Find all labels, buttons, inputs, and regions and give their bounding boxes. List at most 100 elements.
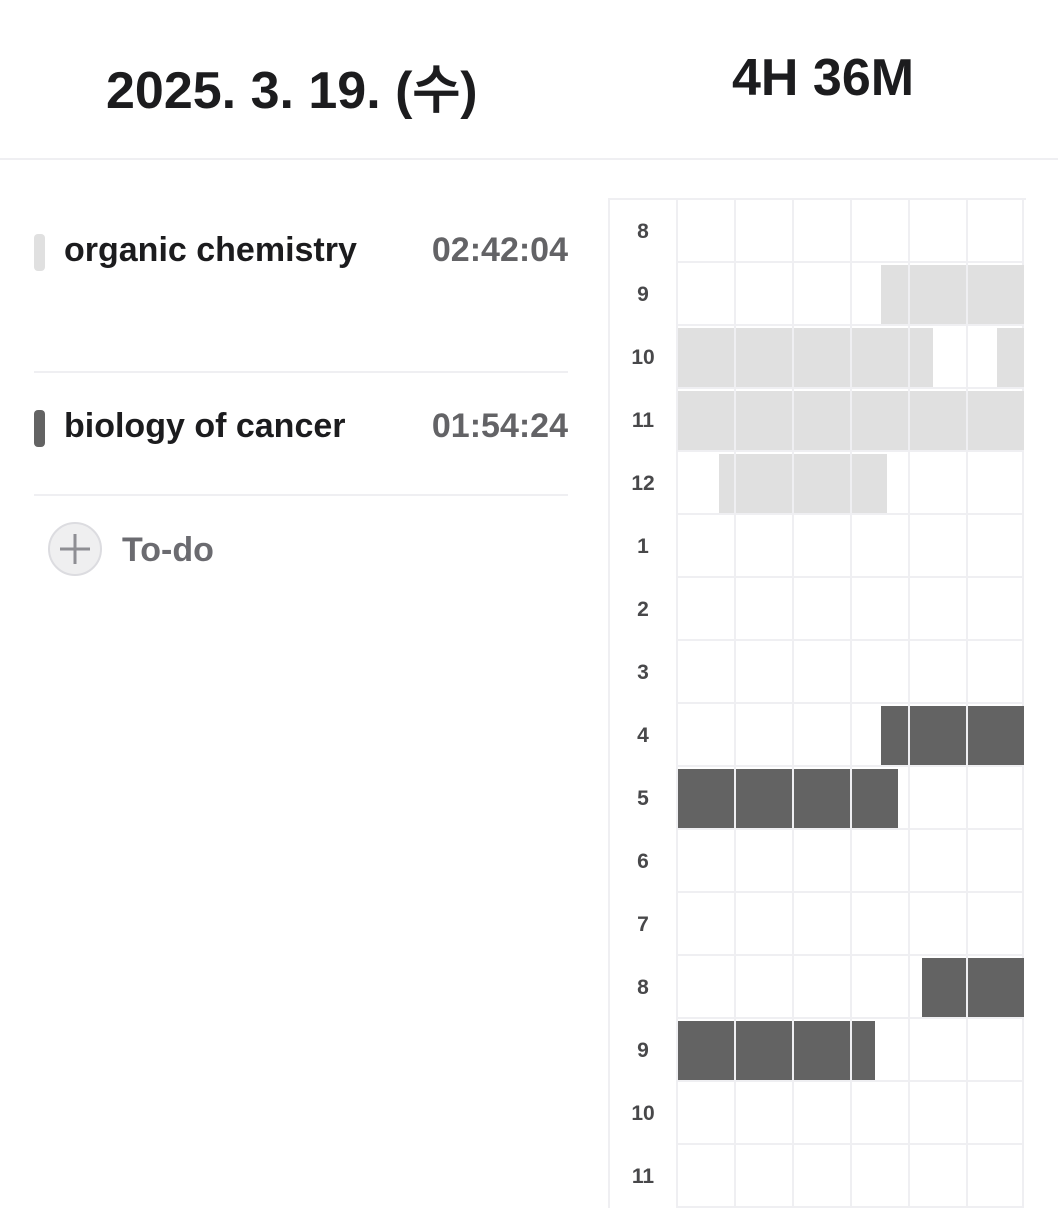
time-cell[interactable] [908,578,966,641]
time-cell[interactable] [850,200,908,263]
time-cell[interactable] [850,893,908,956]
time-cell[interactable] [908,515,966,578]
time-cell[interactable] [908,641,966,704]
time-cell[interactable] [734,389,792,452]
time-cell[interactable] [734,1145,792,1208]
timetable-grid[interactable]: 8 9 10 11 12 1 2 3 4 5 6 7 8 9 10 11 [608,198,1026,1208]
time-cell[interactable] [676,704,734,767]
time-cell[interactable] [908,1019,966,1082]
time-cell[interactable] [966,1145,1024,1208]
time-cell[interactable] [792,515,850,578]
time-cell[interactable] [908,1082,966,1145]
time-cell[interactable] [908,1145,966,1208]
time-cell[interactable] [966,1019,1024,1082]
time-cell[interactable] [850,704,908,767]
time-cell[interactable] [676,200,734,263]
time-cell[interactable] [792,326,850,389]
time-cell[interactable] [850,1145,908,1208]
time-cell[interactable] [676,1145,734,1208]
time-cell[interactable] [734,200,792,263]
time-cell[interactable] [676,515,734,578]
time-cell[interactable] [734,452,792,515]
time-cell[interactable] [676,1082,734,1145]
time-cell[interactable] [676,326,734,389]
time-cell[interactable] [850,515,908,578]
time-cell[interactable] [966,893,1024,956]
time-cell[interactable] [676,452,734,515]
time-cell[interactable] [676,578,734,641]
time-cell[interactable] [966,578,1024,641]
time-cell[interactable] [734,1082,792,1145]
time-cell[interactable] [792,704,850,767]
time-cell[interactable] [792,830,850,893]
time-cell[interactable] [966,200,1024,263]
add-todo-label[interactable]: To-do [122,531,214,569]
date-title[interactable]: 2025. 3. 19. (수) [106,62,478,120]
time-cell[interactable] [966,452,1024,515]
time-cell[interactable] [676,1019,734,1082]
time-cell[interactable] [850,830,908,893]
time-cell[interactable] [908,326,966,389]
study-block [968,391,1024,450]
time-cell[interactable] [676,893,734,956]
time-cell[interactable] [734,515,792,578]
time-cell[interactable] [792,956,850,1019]
time-cell[interactable] [966,641,1024,704]
time-cell[interactable] [908,704,966,767]
time-cell[interactable] [908,263,966,326]
time-cell[interactable] [792,1145,850,1208]
time-cell[interactable] [734,956,792,1019]
time-cell[interactable] [908,830,966,893]
time-cell[interactable] [850,389,908,452]
time-cell[interactable] [676,641,734,704]
time-cell[interactable] [850,767,908,830]
time-cell[interactable] [676,956,734,1019]
time-cell[interactable] [966,515,1024,578]
time-cell[interactable] [850,578,908,641]
task-item[interactable]: biology of cancer 01:54:24 [34,400,568,456]
time-cell[interactable] [792,452,850,515]
time-cell[interactable] [734,578,792,641]
task-item[interactable]: organic chemistry 02:42:04 [34,224,568,334]
time-cell[interactable] [850,1082,908,1145]
time-cell[interactable] [676,263,734,326]
time-cell[interactable] [792,200,850,263]
time-cell[interactable] [908,767,966,830]
time-cell[interactable] [908,200,966,263]
time-cell[interactable] [676,767,734,830]
time-cell[interactable] [908,893,966,956]
time-cell[interactable] [908,452,966,515]
study-block [736,1021,792,1080]
time-cell[interactable] [734,830,792,893]
time-cell[interactable] [734,263,792,326]
time-cell[interactable] [792,263,850,326]
time-cell[interactable] [850,1019,908,1082]
time-cell[interactable] [734,893,792,956]
time-cell[interactable] [966,830,1024,893]
time-cell[interactable] [676,830,734,893]
time-cell[interactable] [792,389,850,452]
time-cell[interactable] [792,1019,850,1082]
time-cell[interactable] [850,956,908,1019]
time-cell[interactable] [908,389,966,452]
study-block [736,328,792,387]
time-cell[interactable] [792,1082,850,1145]
time-cell[interactable] [734,1019,792,1082]
time-cell[interactable] [734,767,792,830]
time-cell[interactable] [734,704,792,767]
time-cell[interactable] [850,641,908,704]
time-cell[interactable] [792,578,850,641]
time-cell[interactable] [850,452,908,515]
time-cell[interactable] [792,893,850,956]
time-cell[interactable] [966,1082,1024,1145]
time-cell[interactable] [850,326,908,389]
time-cell[interactable] [734,326,792,389]
time-cell[interactable] [792,641,850,704]
time-cell[interactable] [734,641,792,704]
add-todo-button[interactable] [48,522,102,576]
time-cell[interactable] [850,263,908,326]
time-cell[interactable] [792,767,850,830]
time-cell[interactable] [966,767,1024,830]
time-cell[interactable] [908,956,966,1019]
time-cell[interactable] [676,389,734,452]
